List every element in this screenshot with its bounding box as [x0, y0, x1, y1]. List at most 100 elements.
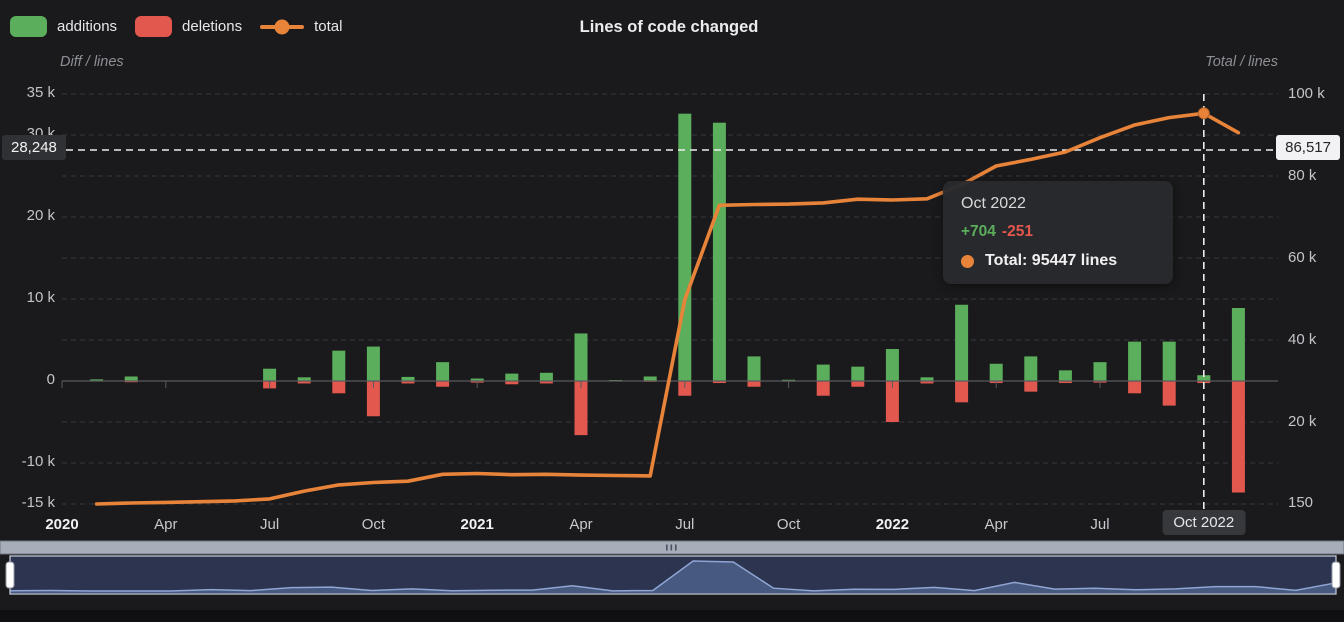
deletions-bar[interactable]	[816, 381, 830, 396]
legend: additions deletions total	[10, 16, 360, 37]
x-axis-label: Oct	[361, 516, 386, 533]
additions-bar[interactable]	[366, 346, 380, 381]
additions-bar[interactable]	[816, 364, 830, 381]
scrollbar-grip-icon[interactable]	[666, 544, 668, 551]
additions-bar[interactable]	[436, 362, 450, 381]
additions-bar[interactable]	[955, 304, 969, 381]
deletions-bar[interactable]	[712, 381, 726, 384]
additions-bar[interactable]	[401, 376, 415, 381]
additions-swatch-icon	[10, 16, 47, 37]
additions-bar[interactable]	[332, 350, 346, 381]
navigator-handle-right[interactable]	[1331, 561, 1341, 589]
deletions-bar[interactable]	[678, 381, 692, 396]
additions-bar[interactable]	[643, 376, 657, 381]
deletions-bar[interactable]	[885, 381, 899, 422]
y-axis-label-left: 35 k	[26, 84, 55, 101]
y-axis-label-right: 40 k	[1288, 330, 1317, 348]
tooltip-total: Total: 95447 lines	[961, 252, 1155, 270]
deletions-bar[interactable]	[297, 381, 311, 384]
x-axis-label: Apr	[984, 516, 1008, 533]
deletions-bar[interactable]	[401, 381, 415, 384]
y-axis-label-right: 20 k	[1288, 412, 1317, 430]
additions-bar[interactable]	[712, 122, 726, 381]
deletions-bar[interactable]	[1024, 381, 1038, 392]
legend-item-deletions[interactable]: deletions	[135, 16, 242, 37]
x-axis-label: 2020	[45, 516, 79, 533]
additions-bar[interactable]	[263, 368, 277, 381]
deletions-bar[interactable]	[539, 381, 553, 384]
additions-bar[interactable]	[1058, 370, 1072, 381]
tooltip-diff: +704 -251	[961, 223, 1155, 241]
y-axis-label-left: -10 k	[21, 453, 55, 470]
x-axis-label: Apr	[569, 516, 593, 533]
additions-bar[interactable]	[747, 356, 761, 381]
crosshair-right-value: 86,517	[1276, 135, 1340, 160]
x-axis-label: 2022	[875, 516, 910, 533]
deletions-bar[interactable]	[955, 381, 969, 403]
deletions-bar[interactable]	[332, 381, 346, 394]
deletions-bar[interactable]	[436, 381, 450, 387]
deletions-bar[interactable]	[1128, 381, 1142, 394]
deletions-bar[interactable]	[1058, 381, 1072, 384]
y-axis-label-left: 20 k	[26, 207, 55, 224]
additions-bar[interactable]	[851, 366, 865, 381]
tooltip-deletions: -251	[1001, 223, 1033, 240]
navigator-line	[9, 560, 1337, 592]
legend-item-additions[interactable]: additions	[10, 16, 117, 37]
total-line[interactable]	[94, 111, 1241, 506]
deletions-bar[interactable]	[366, 381, 380, 417]
y-axis-label-left: -15 k	[21, 494, 55, 511]
x-axis-label: Jul	[1090, 516, 1110, 533]
additions-bar[interactable]	[920, 377, 934, 381]
scrollbar-grip-icon[interactable]	[675, 544, 677, 551]
x-axis-label: Oct	[776, 516, 801, 533]
additions-bar[interactable]	[1197, 375, 1211, 381]
navigator-handle-left[interactable]	[5, 561, 15, 589]
additions-bar[interactable]	[124, 376, 138, 381]
y-axis-label-left: 0	[46, 371, 55, 388]
additions-bar[interactable]	[539, 372, 553, 381]
deletions-bar[interactable]	[851, 381, 865, 387]
x-axis-label-crosshair[interactable]: Oct 2022	[1162, 510, 1246, 535]
left-axis-title: Diff / lines	[60, 54, 124, 70]
additions-bar[interactable]	[505, 373, 519, 381]
additions-bar[interactable]	[90, 379, 104, 381]
x-axis-label: Jul	[260, 516, 280, 533]
scrollbar-grip-icon[interactable]	[670, 544, 673, 551]
total-point-icon	[961, 254, 974, 268]
total-line-marker-icon	[260, 19, 305, 34]
additions-bar[interactable]	[885, 349, 899, 381]
additions-bar[interactable]	[1024, 356, 1038, 381]
deletions-bar[interactable]	[747, 381, 761, 387]
legend-item-total[interactable]: total	[260, 18, 342, 35]
y-axis-label-right: 150	[1288, 494, 1314, 511]
additions-bar[interactable]	[1231, 308, 1245, 381]
crosshair-left-value: 28,248	[2, 135, 66, 160]
additions-bar[interactable]	[678, 113, 692, 382]
deletions-bar[interactable]	[505, 381, 519, 385]
additions-bar[interactable]	[989, 363, 1003, 381]
y-axis-label-right: 100 k	[1288, 84, 1325, 102]
bottom-strip	[0, 610, 1344, 622]
deletions-bar[interactable]	[920, 381, 934, 384]
total-point-marker[interactable]	[1197, 107, 1210, 120]
y-axis-label-right: 80 k	[1288, 166, 1317, 184]
tooltip-total-label: Total: 95447 lines	[985, 252, 1118, 269]
deletions-bar[interactable]	[1162, 381, 1176, 406]
chart-title: Lines of code changed	[579, 18, 759, 36]
deletions-bar[interactable]	[1231, 381, 1245, 493]
additions-bar[interactable]	[1093, 362, 1107, 381]
additions-bar[interactable]	[1128, 341, 1142, 381]
additions-bar[interactable]	[1162, 341, 1176, 381]
tooltip-additions: +704	[961, 223, 996, 240]
additions-bar[interactable]	[297, 377, 311, 381]
additions-bar[interactable]	[574, 333, 588, 381]
y-axis-label-right: 60 k	[1288, 248, 1317, 266]
legend-label-total: total	[314, 18, 343, 35]
additions-bar[interactable]	[470, 378, 484, 381]
deletions-swatch-icon	[135, 16, 173, 37]
x-axis-label: Apr	[154, 516, 178, 533]
deletions-bar[interactable]	[574, 381, 588, 436]
x-axis-label: 2021	[460, 516, 494, 533]
